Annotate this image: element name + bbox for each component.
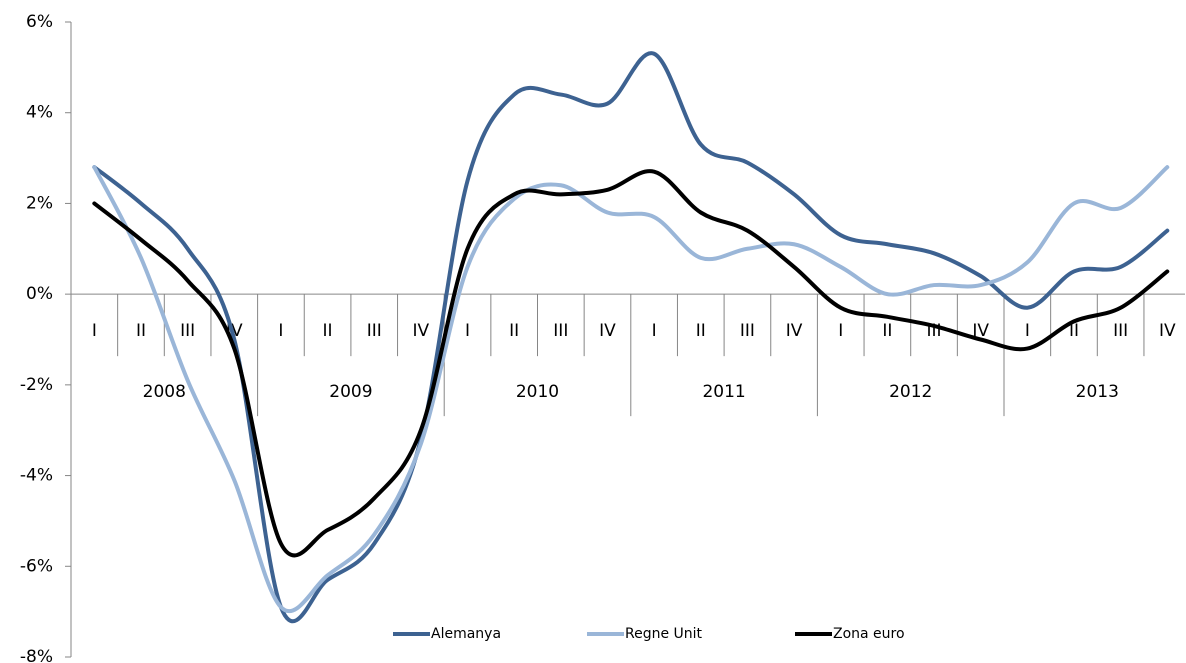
x-tick-label: I xyxy=(838,321,843,341)
y-tick-label: 6% xyxy=(26,12,53,32)
x-tick-label: IV xyxy=(599,321,616,341)
x-tick-label: II xyxy=(696,321,706,341)
x-tick-label: II xyxy=(136,321,146,341)
y-tick-label: -2% xyxy=(20,375,53,395)
x-tick-label: I xyxy=(652,321,657,341)
y-tick-label: 4% xyxy=(26,103,53,123)
year-label: 2011 xyxy=(702,382,745,402)
year-label: 2013 xyxy=(1076,382,1119,402)
year-label: 2009 xyxy=(329,382,372,402)
x-tick-label: I xyxy=(92,321,97,341)
x-tick-label: I xyxy=(1025,321,1030,341)
series-line xyxy=(92,169,1170,558)
year-label: 2008 xyxy=(143,382,186,402)
series-line xyxy=(92,165,1170,613)
y-tick-label: 0% xyxy=(26,284,53,304)
y-tick-label: -4% xyxy=(20,466,53,486)
x-tick-label: IV xyxy=(413,321,430,341)
x-tick-label: II xyxy=(882,321,892,341)
x-tick-label: I xyxy=(465,321,470,341)
x-tick-label: IV xyxy=(786,321,803,341)
legend-label: Alemanya xyxy=(431,626,501,642)
series-line xyxy=(92,51,1170,624)
x-tick-label: III xyxy=(1113,321,1128,341)
legend-label: Zona euro xyxy=(833,626,905,642)
x-tick-label: II xyxy=(1069,321,1079,341)
y-tick-label: 2% xyxy=(26,193,53,213)
x-tick-label: III xyxy=(740,321,755,341)
y-tick-label: -6% xyxy=(20,556,53,576)
year-label: 2012 xyxy=(889,382,932,402)
x-tick-label: I xyxy=(278,321,283,341)
y-tick-label: -8% xyxy=(20,647,53,663)
x-tick-label: II xyxy=(323,321,333,341)
x-tick-label: III xyxy=(367,321,382,341)
x-tick-label: III xyxy=(180,321,195,341)
x-tick-label: IV xyxy=(1159,321,1176,341)
year-label: 2010 xyxy=(516,382,559,402)
x-tick-label: IV xyxy=(972,321,989,341)
x-tick-label: III xyxy=(553,321,568,341)
legend-label: Regne Unit xyxy=(625,626,703,642)
x-tick-label: II xyxy=(509,321,519,341)
